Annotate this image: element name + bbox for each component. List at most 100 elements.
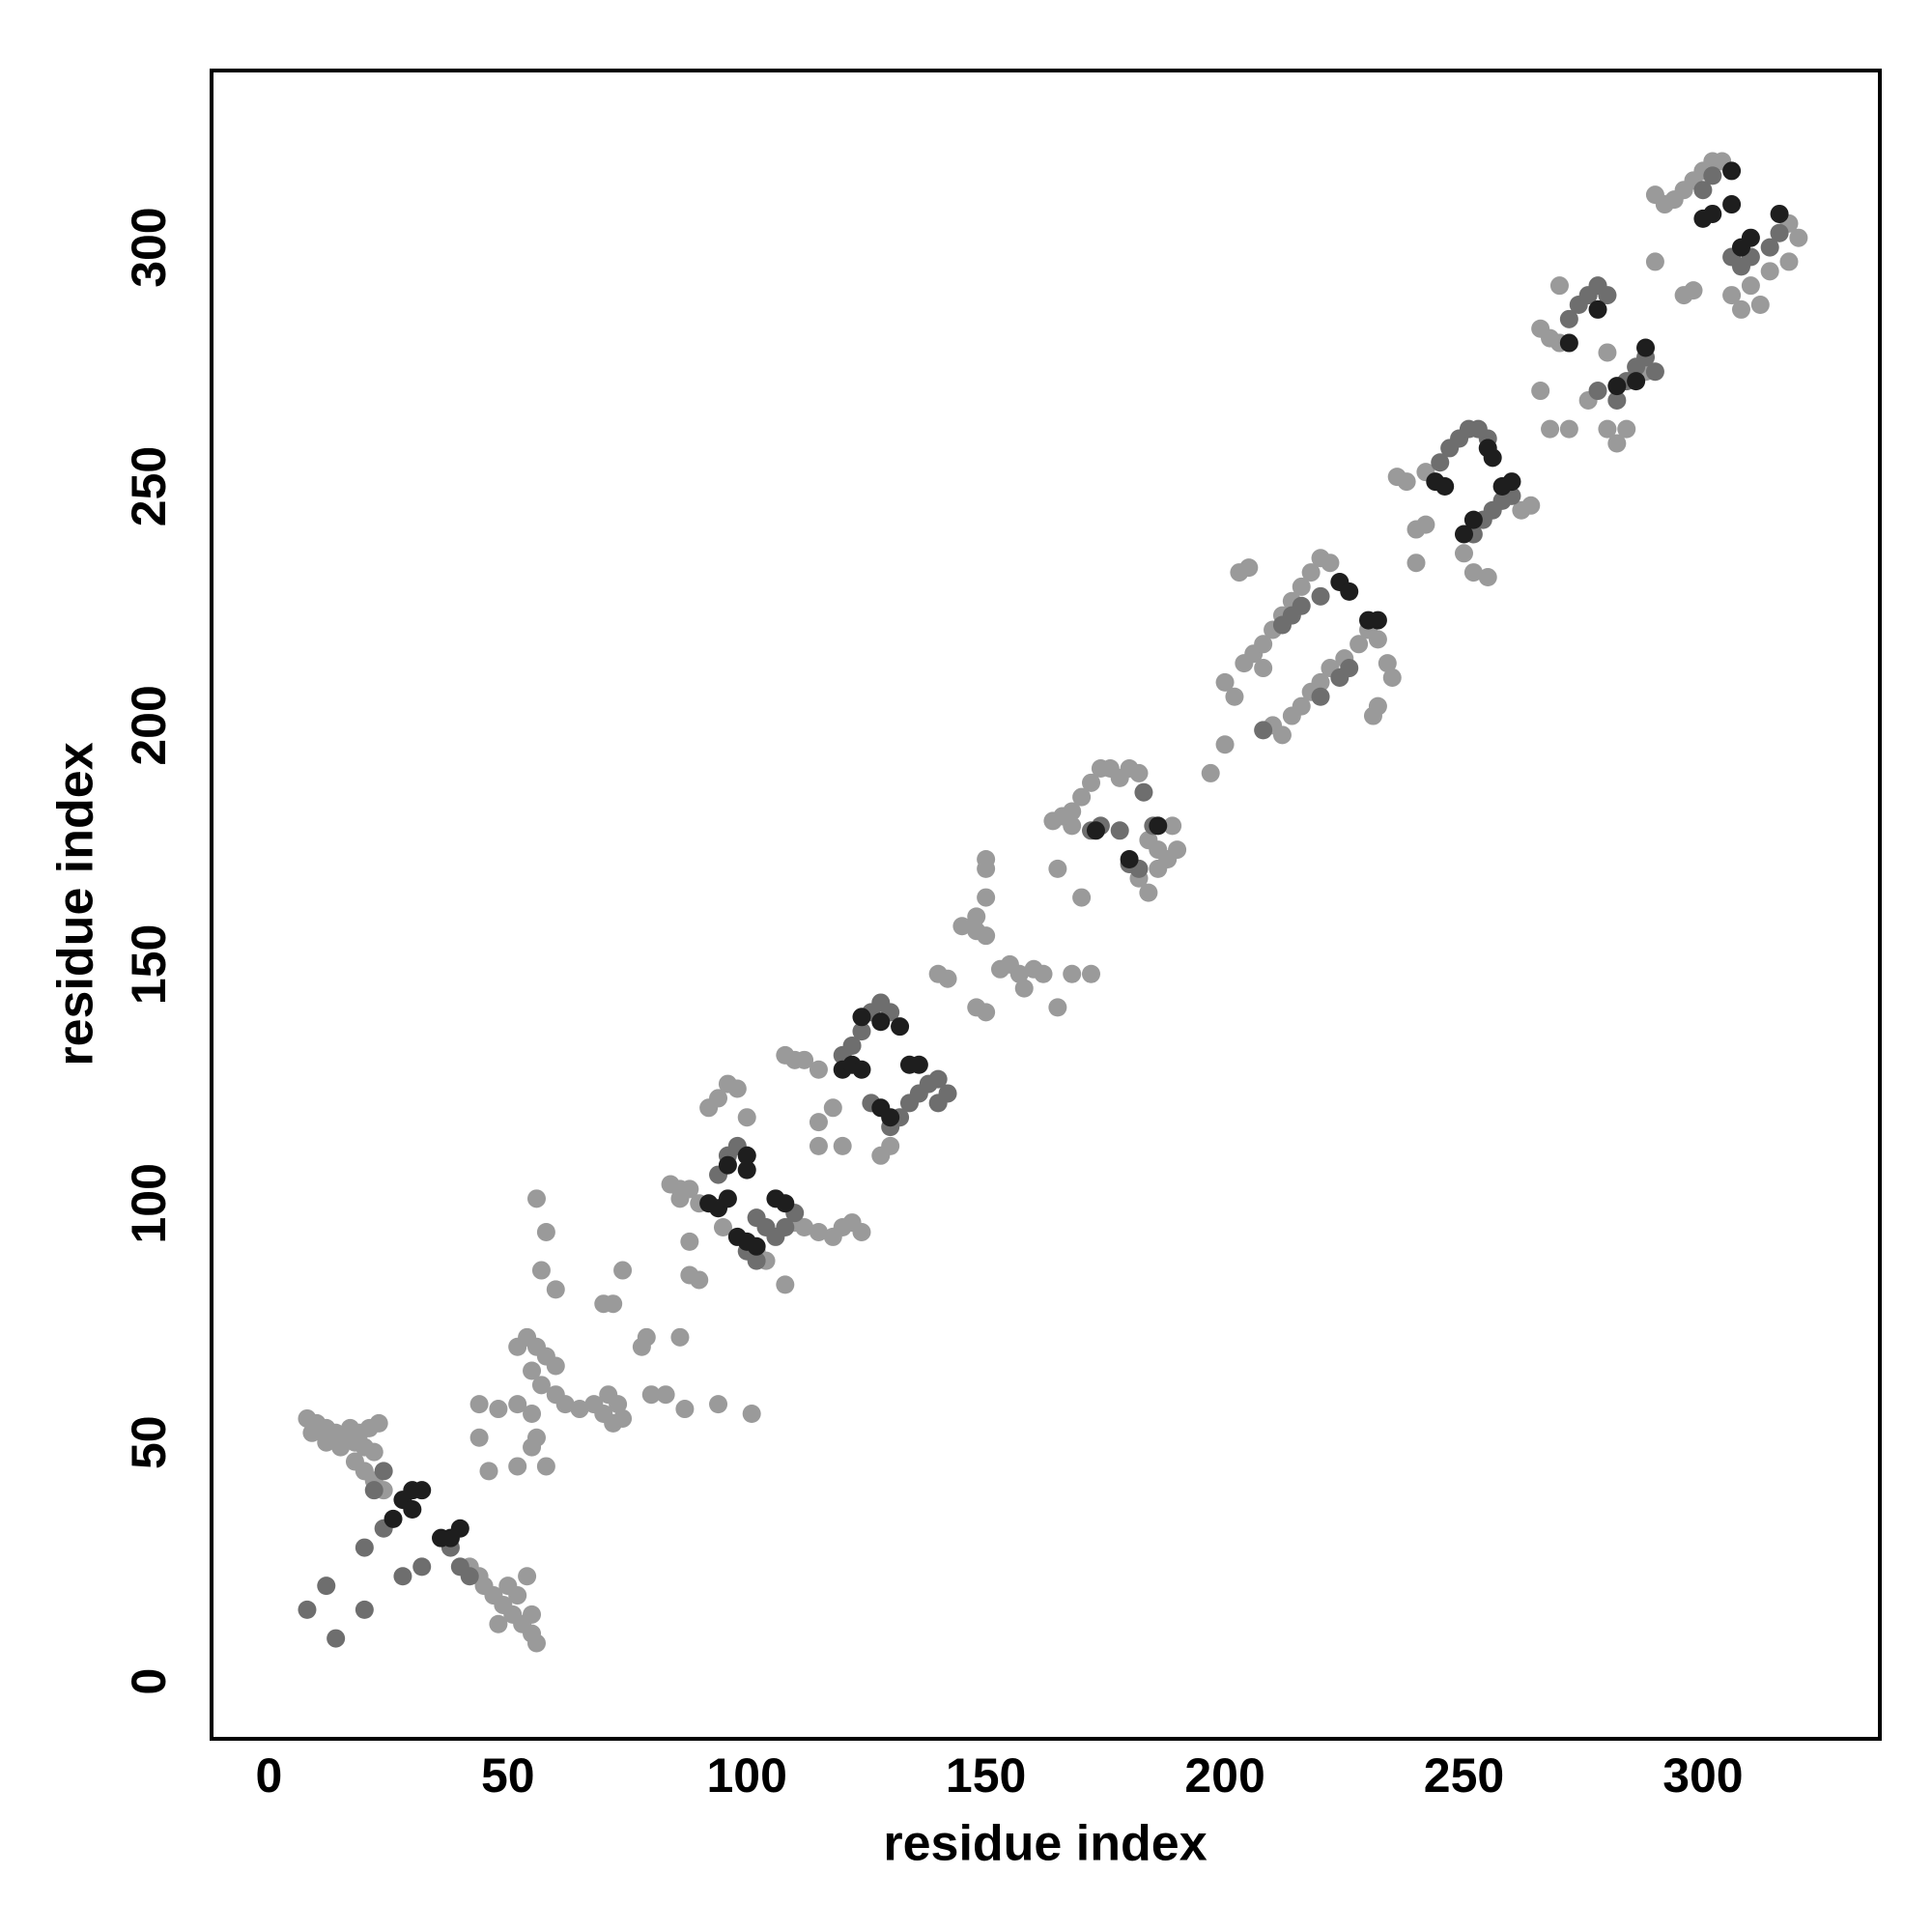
point	[327, 1629, 346, 1648]
point	[1215, 672, 1235, 692]
point	[1598, 343, 1617, 362]
y-tick-label: 150	[122, 924, 176, 1005]
point	[469, 1395, 489, 1414]
point	[776, 1194, 795, 1213]
point	[737, 1108, 756, 1127]
point	[1779, 252, 1799, 271]
point	[1731, 299, 1750, 319]
point	[670, 1327, 690, 1347]
point	[489, 1614, 508, 1634]
x-tick-label: 300	[1662, 1748, 1743, 1803]
point	[928, 1069, 948, 1089]
point	[1598, 419, 1617, 439]
point	[632, 1337, 651, 1356]
point	[1225, 687, 1244, 706]
point	[742, 1405, 761, 1424]
point	[364, 1481, 384, 1500]
point	[1607, 377, 1627, 396]
point	[977, 888, 996, 907]
point	[1254, 635, 1273, 654]
point	[1272, 725, 1292, 745]
x-axis-label: residue index	[883, 1816, 1207, 1872]
point	[1368, 630, 1387, 649]
point	[1406, 554, 1426, 573]
y-tick-label: 200	[122, 685, 176, 765]
point	[1120, 849, 1139, 868]
point	[1478, 568, 1497, 587]
point	[369, 1413, 388, 1433]
point	[842, 1036, 862, 1055]
point	[977, 849, 996, 868]
point	[364, 1442, 384, 1462]
point	[1215, 735, 1235, 754]
point	[747, 1251, 766, 1270]
point	[1416, 515, 1435, 534]
point	[1292, 696, 1311, 716]
point	[1636, 338, 1656, 357]
point	[1722, 161, 1742, 181]
point	[1368, 611, 1387, 630]
point	[1549, 276, 1569, 296]
point	[1703, 166, 1722, 185]
point	[1607, 434, 1627, 453]
point	[1292, 596, 1311, 615]
point	[809, 1136, 828, 1155]
point	[1311, 586, 1330, 606]
point	[1110, 821, 1129, 840]
point	[891, 1017, 910, 1037]
point	[1502, 472, 1521, 492]
point	[1627, 372, 1646, 391]
point	[1048, 859, 1067, 878]
point	[536, 1222, 555, 1241]
point	[331, 1437, 351, 1457]
x-tick-label: 150	[946, 1748, 1026, 1803]
point	[1463, 510, 1483, 529]
point	[469, 1428, 489, 1447]
point	[1254, 721, 1273, 740]
point	[1588, 382, 1607, 401]
point	[1034, 964, 1053, 983]
point	[1722, 286, 1742, 305]
point	[1397, 472, 1416, 492]
point	[1072, 787, 1092, 807]
point	[479, 1462, 498, 1481]
point	[852, 1222, 871, 1241]
point	[852, 1060, 871, 1079]
point	[656, 1385, 675, 1405]
point	[823, 1098, 842, 1118]
point	[795, 1050, 814, 1069]
point	[1149, 859, 1168, 878]
point	[977, 926, 996, 946]
point	[1292, 577, 1311, 596]
point	[526, 1634, 546, 1653]
point	[1521, 496, 1541, 515]
point	[641, 1385, 661, 1405]
point	[1760, 238, 1779, 257]
point	[570, 1400, 589, 1419]
point	[1435, 477, 1455, 497]
point	[1086, 821, 1105, 840]
point	[809, 1222, 828, 1241]
point	[1431, 453, 1450, 472]
point	[709, 1395, 728, 1414]
point	[546, 1280, 565, 1299]
point	[1463, 563, 1483, 582]
point	[1531, 382, 1550, 401]
point	[1741, 228, 1760, 247]
point	[1454, 525, 1473, 544]
x-tick-label: 250	[1424, 1748, 1504, 1803]
point	[1163, 816, 1182, 836]
point	[613, 1261, 633, 1280]
point	[718, 1189, 737, 1208]
x-tick-label: 50	[481, 1748, 535, 1803]
point	[1082, 773, 1101, 792]
point	[1239, 558, 1259, 578]
point	[432, 1528, 451, 1548]
point	[1741, 276, 1760, 296]
point	[531, 1376, 551, 1395]
point	[526, 1189, 546, 1208]
point	[302, 1423, 322, 1442]
point	[613, 1408, 633, 1428]
point	[355, 1538, 374, 1557]
